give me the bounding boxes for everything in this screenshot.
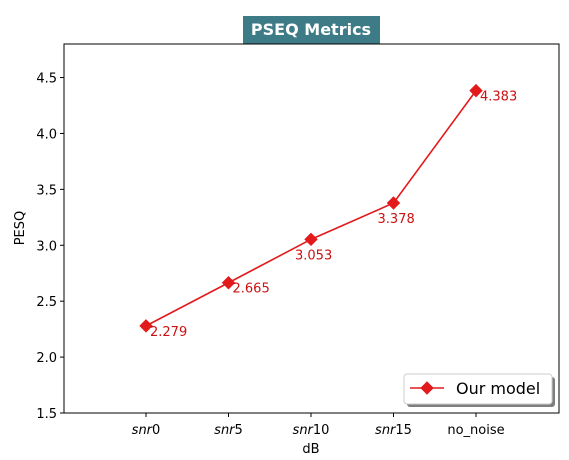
data-point bbox=[139, 319, 153, 333]
x-tick-label: snr15 bbox=[375, 423, 412, 438]
data-point bbox=[221, 276, 236, 290]
x-tick-label: snr0 bbox=[132, 423, 161, 438]
series-line bbox=[145, 90, 477, 327]
y-axis-label: PESQ bbox=[13, 211, 28, 246]
chart-title: PSEQ Metrics bbox=[243, 16, 380, 44]
x-tick-label: snr5 bbox=[214, 423, 243, 438]
data-point bbox=[469, 83, 483, 98]
legend-box bbox=[403, 373, 553, 405]
legend-marker bbox=[420, 381, 434, 395]
x-tick-label: no_noise bbox=[447, 423, 504, 438]
data-point bbox=[304, 232, 318, 247]
data-label: 2.279 bbox=[150, 325, 187, 340]
x-axis-label: dB bbox=[302, 442, 319, 457]
data-label: 4.383 bbox=[480, 90, 517, 105]
legend: Our model bbox=[403, 373, 555, 407]
series-our-model: 2.279 2.665 3.053 3.378 4.383 bbox=[139, 83, 517, 340]
y-axis: 1.5 2.0 2.5 3.0 3.5 4.0 4.5 bbox=[36, 72, 64, 422]
chart-title-text: PSEQ Metrics bbox=[251, 20, 371, 39]
y-tick-label: 4.0 bbox=[36, 127, 57, 142]
y-tick-label: 1.5 bbox=[36, 407, 57, 422]
data-label: 3.378 bbox=[378, 212, 415, 227]
title-background bbox=[243, 16, 380, 44]
y-tick-label: 3.5 bbox=[36, 183, 57, 198]
x-tick-label: snr10 bbox=[293, 423, 330, 438]
data-label: 2.665 bbox=[233, 282, 270, 297]
x-axis: snr0 snr5 snr10 snr15 no_noise bbox=[132, 413, 505, 438]
data-label: 3.053 bbox=[295, 248, 332, 263]
y-tick-label: 4.5 bbox=[36, 72, 57, 87]
y-tick-label: 2.0 bbox=[36, 351, 57, 366]
y-tick-label: 2.5 bbox=[36, 295, 57, 310]
y-tick-label: 3.0 bbox=[36, 239, 57, 254]
data-point bbox=[386, 196, 401, 210]
legend-label: Our model bbox=[456, 379, 540, 398]
